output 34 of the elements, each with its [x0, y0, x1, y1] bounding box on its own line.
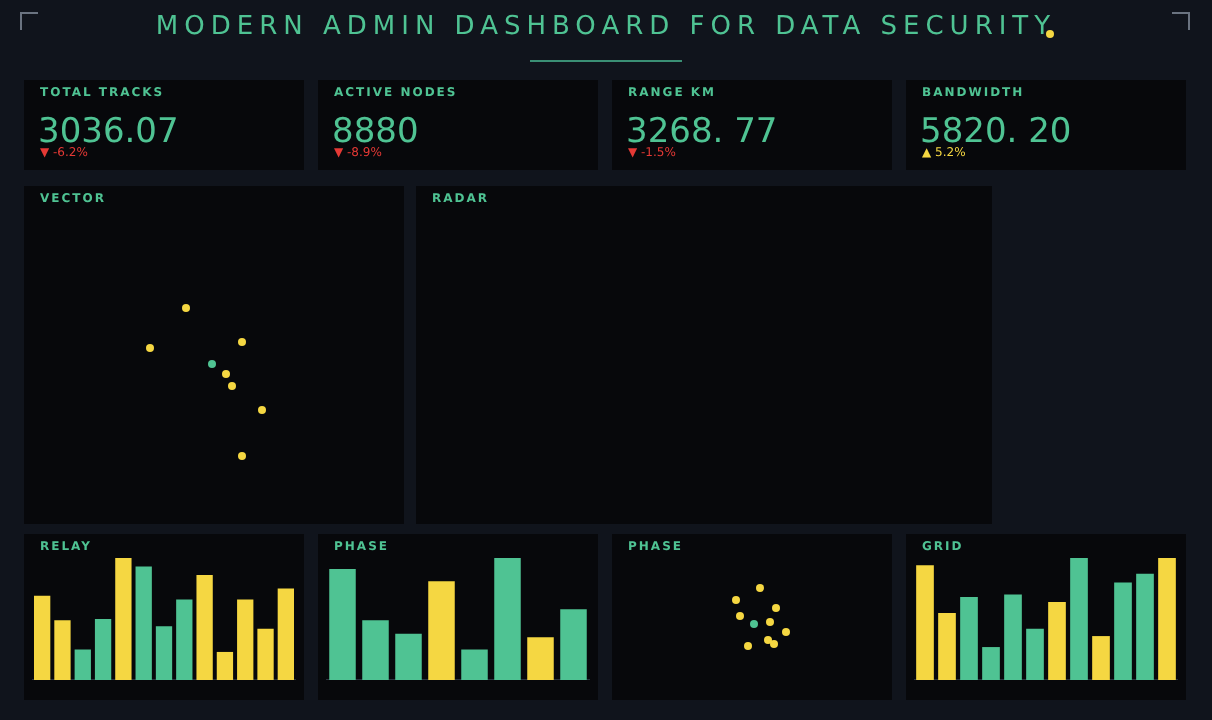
bar [74, 649, 91, 680]
bar [560, 609, 587, 680]
bar [54, 620, 71, 680]
bar [960, 597, 978, 680]
bar [362, 620, 389, 680]
bar [1070, 558, 1088, 680]
bar [1026, 628, 1044, 680]
bar [1158, 558, 1176, 680]
bar [1004, 594, 1022, 680]
bar [982, 647, 1000, 680]
bar [916, 565, 934, 680]
bar [216, 651, 234, 680]
bar [494, 558, 521, 680]
bar [428, 581, 455, 680]
bar [237, 599, 254, 680]
bar [329, 568, 356, 680]
bar [461, 649, 488, 680]
bar [176, 599, 193, 680]
bar [527, 637, 554, 680]
bar [155, 626, 173, 680]
bar [94, 619, 112, 680]
bar [938, 612, 956, 680]
bar [1048, 601, 1066, 680]
bar [257, 628, 274, 680]
bar [196, 575, 213, 680]
bar [115, 558, 132, 680]
bar [1136, 573, 1154, 680]
text: MODERN ADMIN DASHBOARD FOR DATA SECURITY [153, 12, 1059, 42]
bar [135, 566, 152, 680]
bar [1114, 582, 1132, 680]
bar [33, 595, 51, 680]
bar [277, 588, 295, 680]
bar [395, 633, 422, 680]
bar [1092, 636, 1110, 680]
